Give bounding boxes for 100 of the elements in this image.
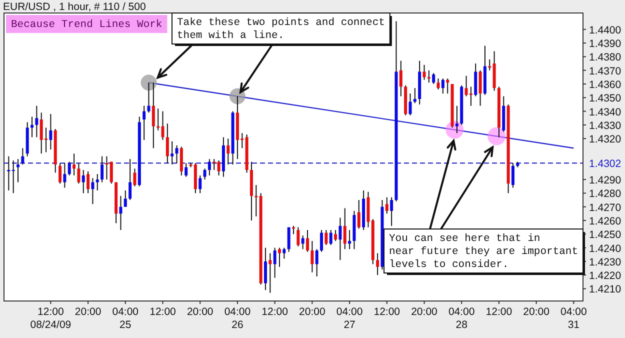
candlestick xyxy=(296,226,300,247)
candlestick xyxy=(413,88,416,104)
candlestick xyxy=(124,190,127,208)
candlestick xyxy=(254,184,258,217)
y-tick-label: 1.4370 xyxy=(589,65,622,78)
y-tick-label: 1.4280 xyxy=(589,188,622,200)
candlestick xyxy=(208,158,211,176)
candlestick xyxy=(96,174,99,191)
y-tick-label: 1.4340 xyxy=(589,106,622,118)
candlestick xyxy=(390,196,394,226)
candlestick xyxy=(264,247,267,291)
candlestick xyxy=(203,168,206,180)
candlestick xyxy=(268,252,272,294)
candlestick xyxy=(175,144,178,164)
x-tick-label: 20:00 xyxy=(411,306,438,318)
y-tick-label: 1.4270 xyxy=(589,202,622,214)
candlestick xyxy=(287,226,290,252)
annotation: You can see here that in near future they are important levels to consider. xyxy=(389,233,578,271)
candlestick xyxy=(310,240,314,273)
x-tick-label: 04:00 28 xyxy=(448,306,475,331)
y-tick-label: 1.4360 xyxy=(589,78,622,91)
y-tick-label: 1.4260 xyxy=(589,215,622,228)
candlestick xyxy=(422,64,426,80)
candlestick xyxy=(315,248,318,277)
candlestick xyxy=(376,252,380,276)
candlestick xyxy=(511,162,514,188)
candlestick xyxy=(49,114,52,150)
y-tick-label: 1.4240 xyxy=(589,242,622,255)
candlestick xyxy=(142,105,146,140)
candlestick xyxy=(63,162,66,188)
candlestick xyxy=(343,208,346,250)
candlestick xyxy=(35,105,38,138)
candlestick xyxy=(408,93,412,116)
candlestick xyxy=(301,234,304,250)
y-tick-label: 1.4210 xyxy=(589,284,622,296)
x-tick-label: 04:00 31 xyxy=(560,306,587,331)
candlestick xyxy=(474,63,478,97)
candlestick xyxy=(329,230,332,246)
annotation: Because Trend Lines Work xyxy=(11,19,162,31)
candlestick xyxy=(91,178,94,205)
x-tick-label: 20:00 xyxy=(186,306,214,318)
candlestick xyxy=(180,146,183,176)
candlestick xyxy=(161,110,164,140)
candlestick xyxy=(68,161,71,176)
candlestick xyxy=(77,162,80,184)
candlestick xyxy=(348,230,352,250)
y-tick-label: 1.4380 xyxy=(589,52,622,64)
candlestick xyxy=(58,162,62,184)
candlestick xyxy=(119,195,122,231)
candlestick xyxy=(320,230,324,252)
candlestick xyxy=(488,58,492,71)
x-tick-label: 04:00 26 xyxy=(224,306,251,331)
annotation: Take these two points and connect them with a line. xyxy=(177,17,385,42)
candlestick xyxy=(82,169,85,194)
chart-title: EUR/USD , 1 hour, # 110 / 500 xyxy=(3,1,146,13)
candlestick xyxy=(128,158,132,200)
candlestick xyxy=(385,196,388,214)
x-tick-label: 12:00 xyxy=(374,306,400,318)
y-tick-label: 1.4390 xyxy=(589,38,622,50)
x-tick-label: 04:00 25 xyxy=(112,306,139,331)
y-tick-label: 1.4230 xyxy=(589,256,622,268)
candlestick xyxy=(30,116,34,138)
candlestick xyxy=(427,70,430,84)
y-tick-label: 1.4290 xyxy=(589,174,622,187)
x-tick-label: 12:00 08/24/09 xyxy=(30,306,72,331)
candlestick xyxy=(184,162,188,178)
y-tick-label: 1.4330 xyxy=(589,120,622,132)
candlestick xyxy=(469,86,472,106)
candlestick xyxy=(16,158,20,183)
x-tick-label: 20:00 xyxy=(523,306,550,318)
x-tick-label: 12:00 xyxy=(262,306,288,318)
ref-line-label: 1.4302 xyxy=(589,158,622,170)
y-tick-label: 1.4250 xyxy=(589,229,622,242)
candlestick xyxy=(21,148,24,166)
candlestick xyxy=(100,156,104,183)
candlestick xyxy=(278,247,281,268)
candlestick xyxy=(170,140,174,166)
y-tick-label: 1.4220 xyxy=(589,270,622,282)
candlestick xyxy=(133,168,136,187)
x-tick-label: 04:00 27 xyxy=(336,306,363,331)
candlestick xyxy=(198,174,202,194)
candlestick xyxy=(86,170,90,194)
candlestick xyxy=(7,156,10,191)
candlestick xyxy=(334,230,338,242)
candlestick xyxy=(478,70,482,106)
y-tick-label: 1.4320 xyxy=(589,134,622,146)
candlestick xyxy=(338,217,342,261)
candlestick xyxy=(455,105,458,134)
x-tick-label: 12:00 xyxy=(486,306,512,318)
candlestick xyxy=(152,82,155,149)
candlestick xyxy=(306,230,310,252)
y-tick-label: 1.4400 xyxy=(589,24,622,36)
x-tick-label: 20:00 xyxy=(74,306,102,318)
candlestick xyxy=(226,138,230,166)
y-tick-label: 1.4350 xyxy=(589,92,622,105)
candlestick xyxy=(110,161,113,184)
candlestick xyxy=(12,160,15,194)
candlestick xyxy=(357,199,360,230)
candlestick xyxy=(166,123,169,164)
x-tick-label: 12:00 xyxy=(150,306,176,318)
